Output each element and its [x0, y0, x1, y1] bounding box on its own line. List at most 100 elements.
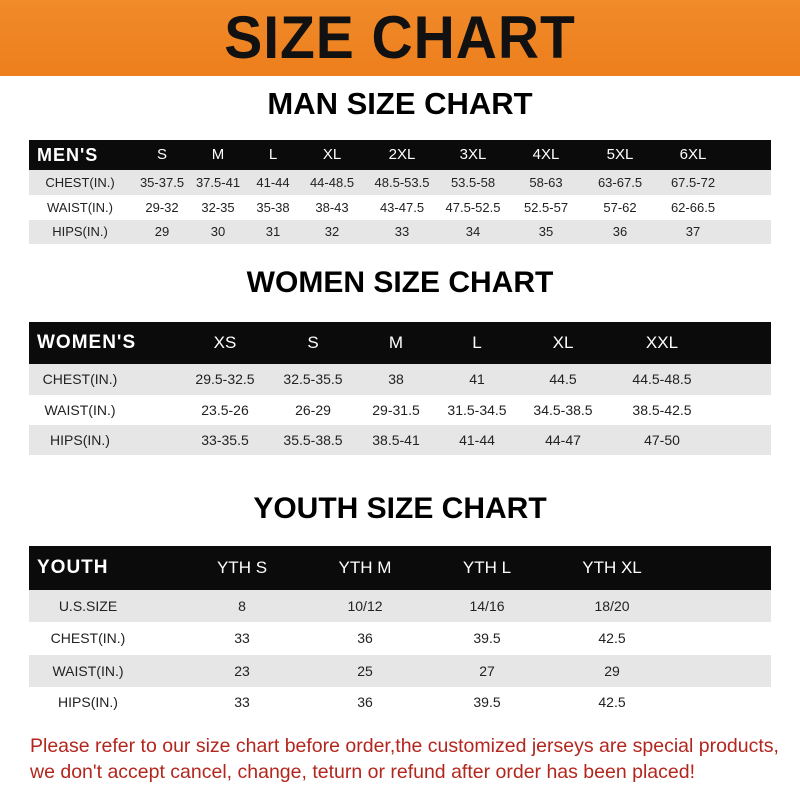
table-title: YOUTH: [37, 557, 109, 578]
women-size-table: WOMEN'S XS S M L XL XXL CHEST(IN.) 29.5-32.5 32.5…: [29, 322, 771, 455]
table-cell: 44.5-48.5: [632, 371, 692, 387]
banner-title: SIZE CHART: [224, 4, 576, 71]
table-cell: 8: [238, 598, 246, 614]
table-cell: 36: [357, 694, 373, 710]
size-header: 2XL: [388, 146, 416, 163]
size-header: L: [472, 333, 482, 352]
table-cell: 41: [469, 371, 485, 387]
table-cell: 42.5: [598, 694, 626, 710]
table-cell: 43-47.5: [379, 200, 425, 215]
size-header: YTH M: [338, 558, 392, 577]
table-cell: 39.5: [473, 694, 501, 710]
table-cell: 44.5: [549, 371, 577, 387]
table-cell: 47-50: [644, 432, 680, 448]
size-header: M: [211, 146, 225, 163]
size-header: M: [388, 333, 404, 352]
table-cell: 42.5: [598, 630, 626, 646]
table-header-row: WOMEN'S XS S M L XL XXL: [29, 322, 771, 364]
size-header: S: [307, 333, 319, 352]
table-cell: 23.5-26: [201, 402, 249, 418]
table-cell: 35-38: [256, 200, 290, 215]
table-cell: 39.5: [473, 630, 501, 646]
youth-section-title: YOUTH SIZE CHART: [253, 492, 547, 525]
size-header: XS: [213, 333, 237, 352]
table-cell: 48.5-53.5: [374, 175, 430, 190]
notice-line-1: Please refer to our size chart before or…: [30, 735, 779, 757]
table-row: WAIST(IN.) 29-32 32-35 35-38 38-43 43-47.5 47.…: [29, 195, 771, 220]
size-header: XL: [322, 146, 342, 163]
table-title: WOMEN'S: [37, 332, 137, 353]
table-cell: 29-32: [145, 200, 179, 215]
table-row: WAIST(IN.) 23 25 27 29: [29, 655, 771, 687]
table-cell: 67.5-72: [670, 175, 716, 190]
row-label: HIPS(IN.): [52, 224, 108, 239]
table-header-row: YOUTH YTH S YTH M YTH L YTH XL: [29, 546, 771, 590]
men-section-title: MAN SIZE CHART: [267, 86, 533, 121]
table-cell: 47.5-52.5: [445, 200, 501, 215]
table-cell: 35.5-38.5: [283, 432, 343, 448]
table-cell: 31.5-34.5: [447, 402, 507, 418]
size-header: 6XL: [679, 146, 707, 163]
youth-size-table: YOUTH YTH S YTH M YTH L YTH XL U.S.SIZE 8 10/12…: [29, 546, 771, 718]
table-cell: 44-48.5: [309, 175, 355, 190]
size-header: L: [268, 146, 278, 163]
table-cell: 41-44: [256, 175, 290, 190]
size-header: YTH L: [462, 558, 512, 577]
table-row: WAIST(IN.) 23.5-26 26-29 29-31.5 31.5-34.5 34…: [29, 395, 771, 425]
table-cell: 63-67.5: [597, 175, 643, 190]
row-label: CHEST(IN.): [42, 371, 118, 387]
table-row: U.S.SIZE 8 10/12 14/16 18/20: [29, 590, 771, 622]
row-label: CHEST(IN.): [50, 630, 126, 646]
table-cell: 41-44: [459, 432, 495, 448]
table-cell: 31: [265, 224, 281, 239]
table-cell: 35-37.5: [139, 175, 185, 190]
table-cell: 32: [324, 224, 340, 239]
table-cell: 18/20: [594, 598, 630, 614]
table-cell: 30: [210, 224, 226, 239]
row-label: HIPS(IN.): [58, 694, 118, 710]
table-cell: 38.5-41: [372, 432, 420, 448]
table-cell: 29: [604, 663, 620, 679]
table-cell: 52.5-57: [523, 200, 569, 215]
table-cell: 37: [685, 224, 701, 239]
table-cell: 38.5-42.5: [632, 402, 692, 418]
table-title: MEN'S: [37, 145, 99, 165]
row-label: WAIST(IN.): [44, 402, 116, 418]
table-cell: 25: [357, 663, 373, 679]
table-cell: 10/12: [347, 598, 383, 614]
women-section-title: WOMEN SIZE CHART: [246, 266, 554, 299]
table-row: HIPS(IN.) 33-35.5 35.5-38.5 38.5-41 41-44 44-…: [29, 425, 771, 455]
table-row: HIPS(IN.) 29 30 31 32 33 34 35 36 37: [29, 220, 771, 244]
table-cell: 36: [612, 224, 628, 239]
table-cell: 33: [394, 224, 410, 239]
table-row: CHEST(IN.) 35-37.5 37.5-41 41-44 44-48.5 48.5…: [29, 170, 771, 195]
table-cell: 57-62: [603, 200, 637, 215]
table-cell: 35: [538, 224, 554, 239]
men-size-table: MEN'S S M L XL 2XL 3XL 4XL 5XL 6XL CHEST(IN.) 35-37…: [29, 140, 771, 244]
table-cell: 33-35.5: [201, 432, 249, 448]
table-cell: 27: [479, 663, 495, 679]
row-label: CHEST(IN.): [45, 175, 115, 190]
table-cell: 53.5-58: [450, 175, 496, 190]
table-cell: 38: [388, 371, 404, 387]
table-cell: 26-29: [295, 402, 331, 418]
table-cell: 38-43: [315, 200, 349, 215]
table-row: CHEST(IN.) 33 36 39.5 42.5: [29, 622, 771, 655]
table-cell: 33: [234, 694, 250, 710]
table-cell: 33: [234, 630, 250, 646]
notice: Please refer to our size chart before or…: [30, 733, 790, 785]
size-header: 4XL: [532, 146, 560, 163]
table-cell: 36: [357, 630, 373, 646]
table-cell: 23: [234, 663, 250, 679]
table-header-row: MEN'S S M L XL 2XL 3XL 4XL 5XL 6XL: [29, 140, 771, 170]
size-header: XL: [552, 333, 574, 352]
size-header: 3XL: [459, 146, 487, 163]
table-cell: 29-31.5: [372, 402, 420, 418]
table-cell: 34.5-38.5: [533, 402, 593, 418]
size-header: XXL: [645, 333, 679, 352]
table-cell: 37.5-41: [195, 175, 241, 190]
table-cell: 34: [465, 224, 481, 239]
row-label: WAIST(IN.): [52, 663, 124, 679]
table-cell: 32.5-35.5: [283, 371, 343, 387]
table-cell: 58-63: [529, 175, 563, 190]
